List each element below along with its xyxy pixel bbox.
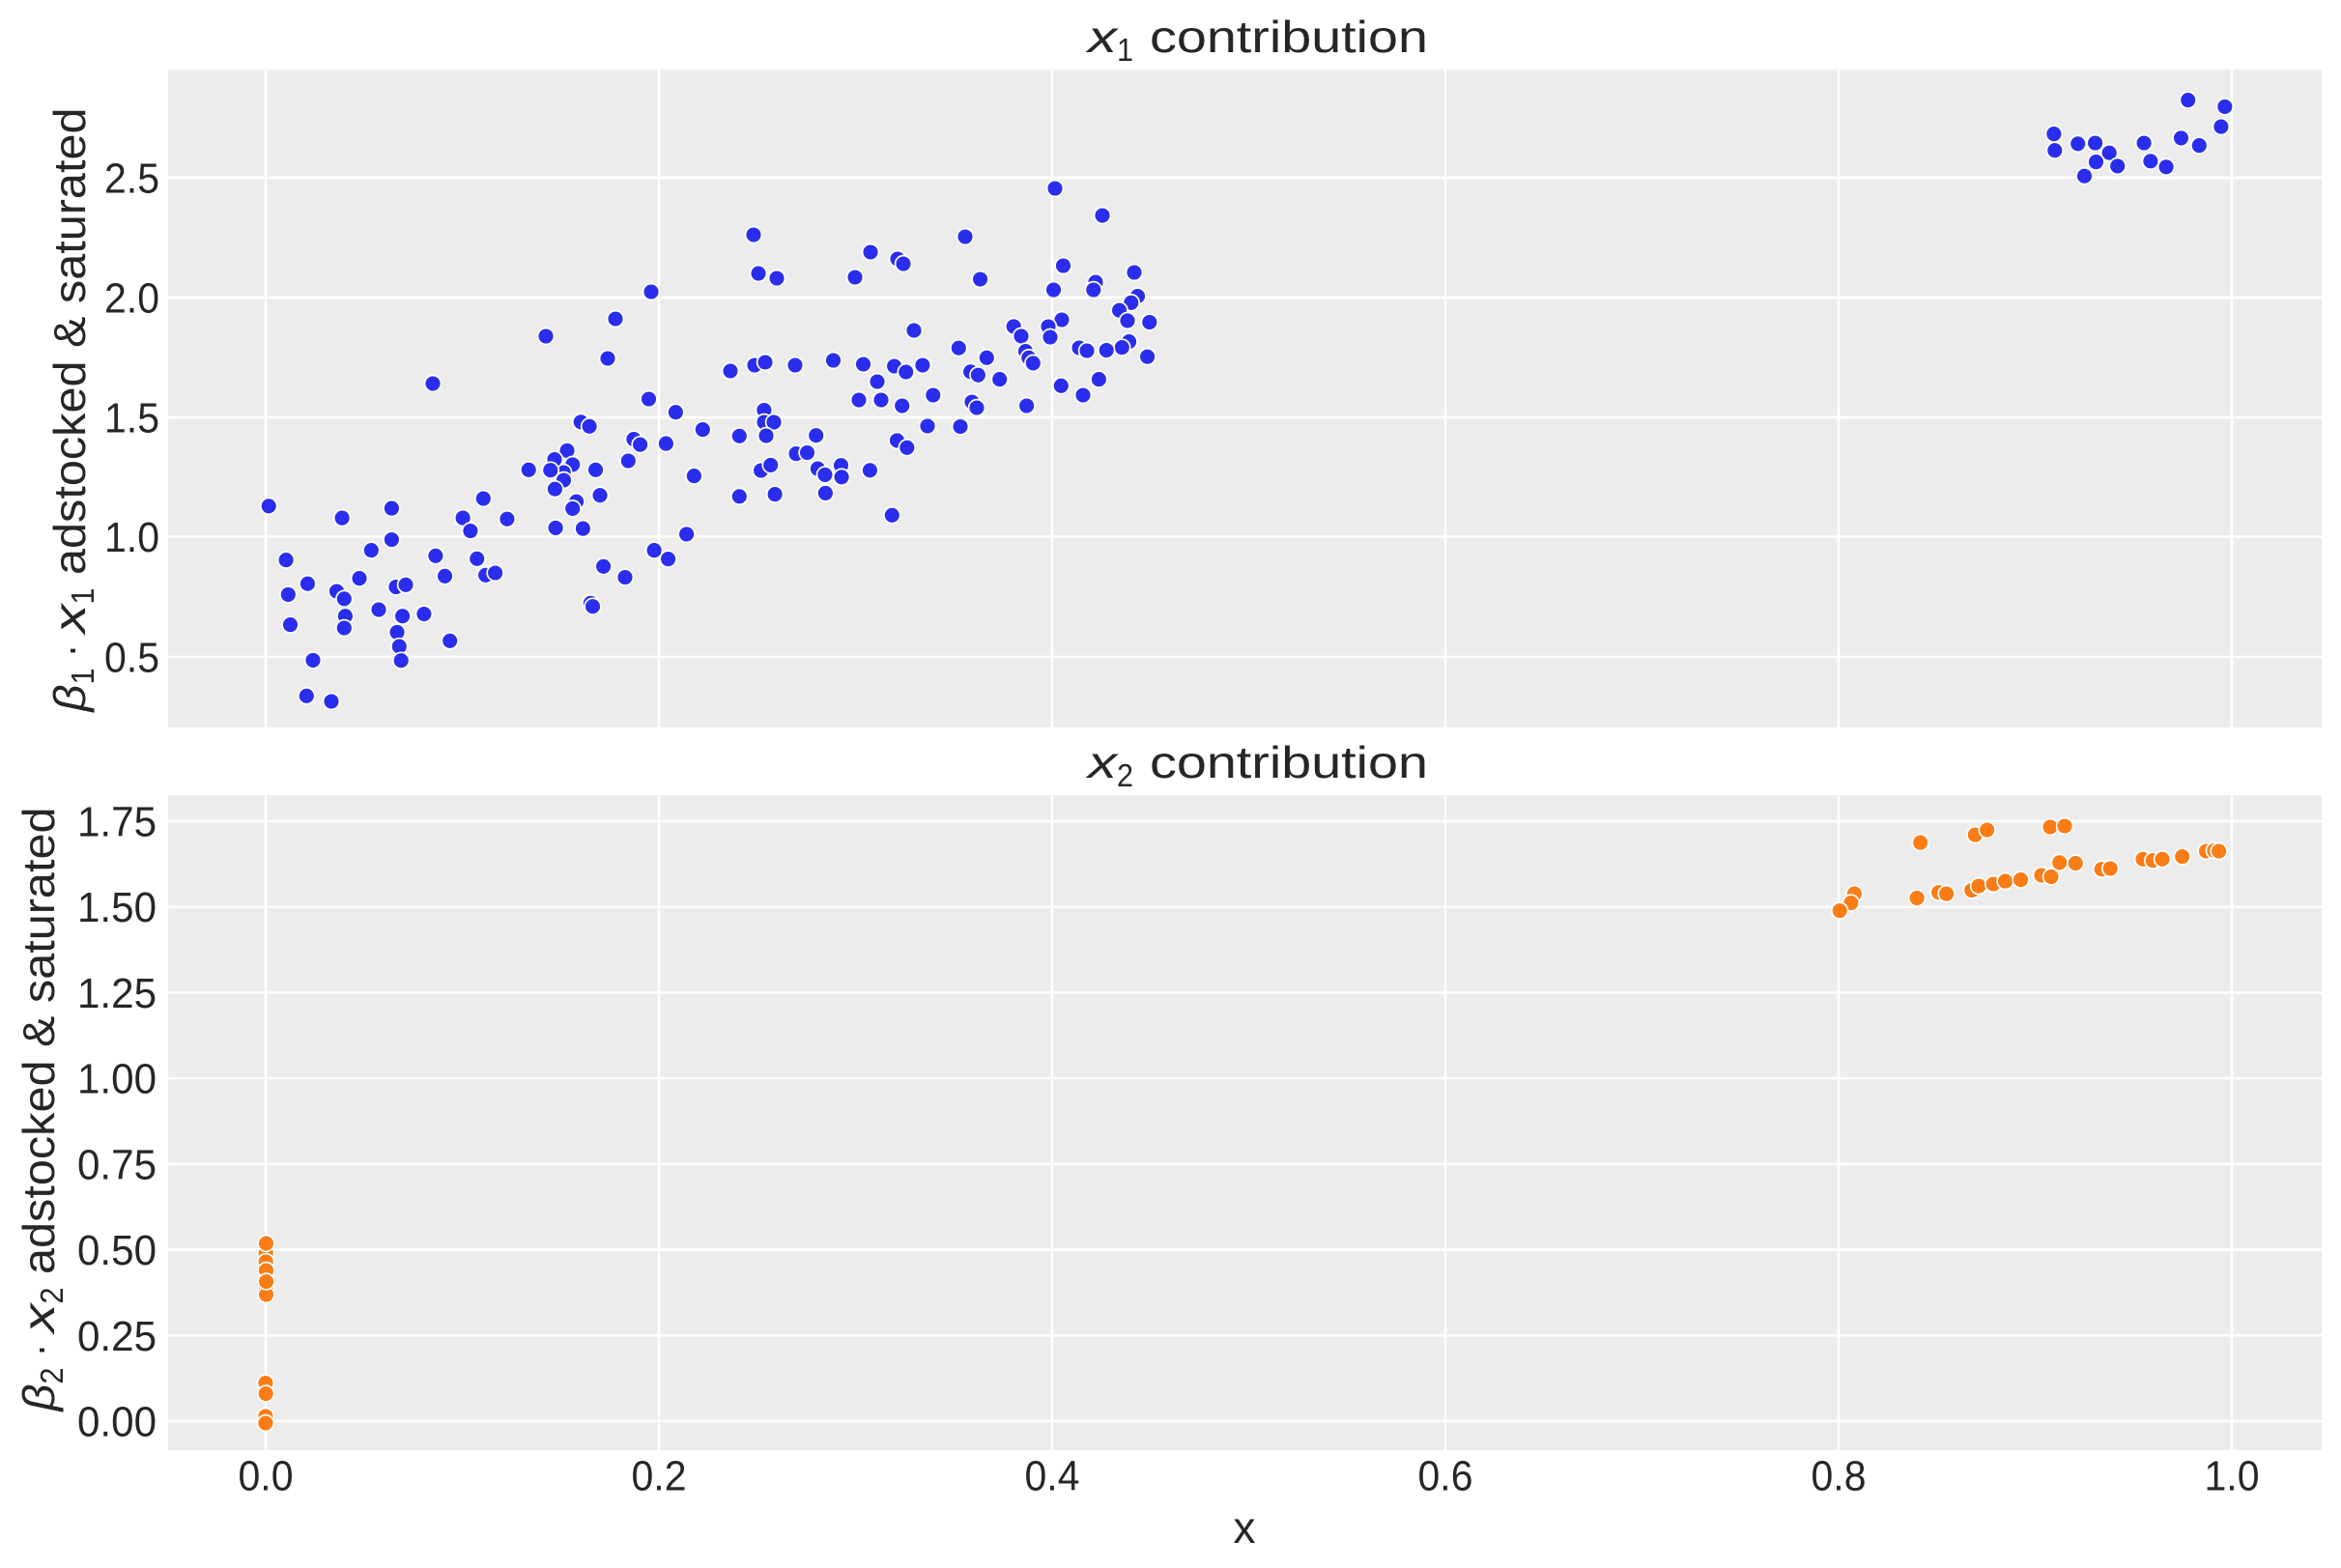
svg-text:0.25: 0.25 (77, 1313, 157, 1360)
svg-text:x: x (1234, 1502, 1256, 1553)
svg-text:0.00: 0.00 (77, 1399, 157, 1446)
svg-text:0.0: 0.0 (239, 1453, 294, 1500)
svg-text:0.50: 0.50 (77, 1227, 157, 1274)
svg-text:0.75: 0.75 (77, 1141, 157, 1188)
svg-text:1.0: 1.0 (2205, 1453, 2260, 1500)
svg-text:1.25: 1.25 (77, 970, 157, 1017)
svg-text:2.0: 2.0 (104, 275, 159, 323)
svg-text:1.00: 1.00 (77, 1056, 157, 1103)
svg-text:0.2: 0.2 (632, 1453, 687, 1500)
svg-text:0.8: 0.8 (1812, 1453, 1867, 1500)
svg-text:1.5: 1.5 (104, 395, 159, 442)
svg-text:2.5: 2.5 (104, 156, 159, 203)
svg-text:1.0: 1.0 (104, 514, 159, 561)
svg-text:β1 · x1 adstocked & saturated: β1 · x1 adstocked & saturated (44, 108, 100, 714)
svg-text:0.4: 0.4 (1025, 1453, 1080, 1500)
svg-text:1.75: 1.75 (77, 799, 157, 846)
svg-text:1.50: 1.50 (77, 884, 157, 931)
svg-text:0.6: 0.6 (1418, 1453, 1473, 1500)
svg-text:0.5: 0.5 (104, 635, 159, 682)
svg-text:β2 · x2 adstocked & saturated: β2 · x2 adstocked & saturated (14, 808, 70, 1413)
